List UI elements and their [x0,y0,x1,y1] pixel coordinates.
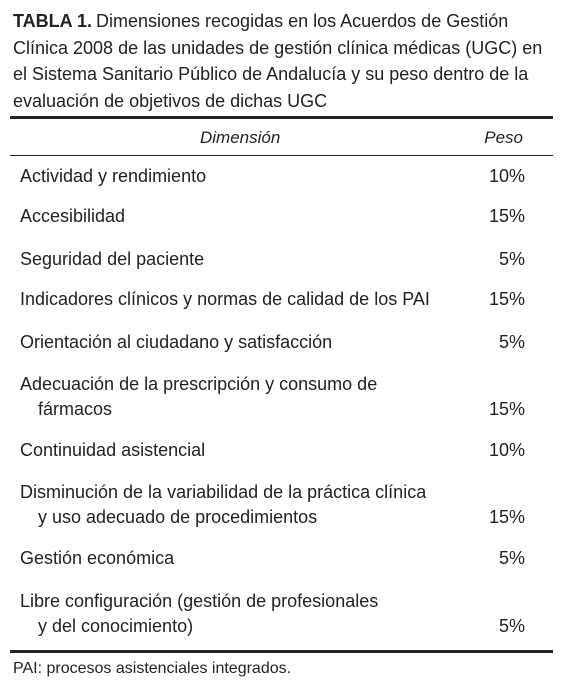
dimension-text: Accesibilidad [20,206,126,226]
dimension-text: y del conocimiento) [38,616,194,636]
table-label: TABLA 1. [13,11,92,31]
weight-text: 5% [498,548,525,568]
weight-text: 5% [498,249,525,269]
weight-text: 10% [488,166,525,186]
header-rule [10,155,553,156]
dimension-text: Seguridad del paciente [20,249,205,269]
weight-text: 15% [488,289,525,309]
footnote: PAI: procesos asistenciales integrados. [13,660,292,677]
weight-text: 5% [498,616,525,636]
weight-text: 15% [488,399,525,419]
dimension-text: Continuidad asistencial [20,440,206,460]
caption: TABLA 1. Dimensiones recogidas en los Acu… [13,8,548,114]
column-header: Dimensión [200,128,281,147]
dimension-text: fármacos [38,399,113,419]
dimension-text: Adecuación de la prescripción y consumo … [20,374,378,394]
dimension-text: Indicadores clínicos y normas de calidad… [20,289,430,309]
dimension-text: Gestión económica [20,548,175,568]
dimension-text: y uso adecuado de procedimientos [38,507,318,527]
dimension-text: Orientación al ciudadano y satisfacción [20,332,333,352]
caption-text: Dimensiones recogidas en los Acuerdos de… [13,11,543,111]
weight-text: 10% [488,440,525,460]
dimension-text: Disminución de la variabilidad de la prá… [20,482,427,502]
dimension-text: Actividad y rendimiento [20,166,207,186]
weight-text: 15% [488,206,525,226]
top-rule [10,116,553,119]
column-header: Peso [484,128,523,147]
bottom-rule [10,650,553,653]
weight-text: 15% [488,507,525,527]
weight-text: 5% [498,332,525,352]
dimension-text: Libre configuración (gestión de profesio… [20,591,379,611]
